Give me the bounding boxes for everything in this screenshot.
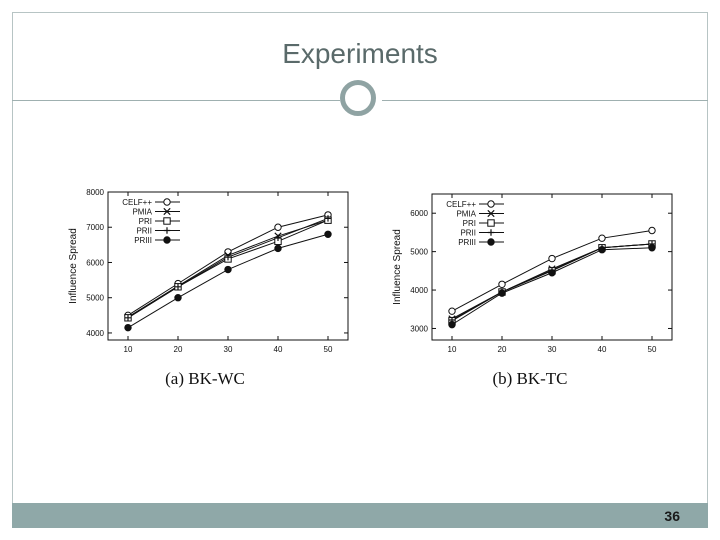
legend-label: PRII [460, 229, 476, 238]
data-point-priii [648, 244, 656, 252]
legend-marker [163, 217, 171, 225]
data-point-celfpp [448, 307, 456, 315]
legend-marker [487, 238, 495, 246]
legend-label: PRI [139, 217, 152, 226]
slide-title: Experiments [282, 38, 438, 69]
divider-ring-icon [340, 80, 376, 116]
page-number: 36 [664, 508, 680, 524]
data-point-priii [498, 289, 506, 297]
x-tick-label: 50 [324, 345, 333, 354]
chart-caption: (a) BK-WC [165, 369, 245, 388]
y-tick-label: 6000 [410, 209, 428, 218]
legend-marker [487, 229, 495, 236]
chart-bk-tc: 3000 4000 5000 6000 10 20 30 40 50 Influence Spre… [392, 193, 673, 388]
legend-label: PRI [463, 219, 476, 228]
footer-bar: 36 [12, 503, 708, 528]
data-point-prii [324, 215, 332, 222]
title-divider-right [382, 100, 708, 101]
legend-label: PRIII [134, 236, 152, 245]
y-tick-label: 8000 [86, 188, 104, 197]
data-point-prii [224, 253, 232, 261]
data-point-priii [224, 265, 232, 274]
y-tick-label: 5000 [86, 294, 104, 303]
legend-label: CELF++ [446, 200, 476, 209]
data-point-celfpp [648, 226, 656, 235]
data-point-priii [548, 269, 556, 277]
x-tick-label: 40 [598, 345, 607, 354]
y-tick-label: 3000 [410, 324, 428, 333]
x-tick-label: 50 [648, 345, 657, 354]
legend-label: PMIA [456, 210, 476, 219]
data-point-priii [174, 294, 182, 302]
data-point-priii [324, 230, 332, 238]
data-point-priii [274, 244, 282, 253]
y-tick-label: 7000 [86, 223, 104, 232]
data-point-prii [174, 283, 182, 290]
legend-marker [163, 236, 171, 244]
data-point-celfpp [548, 254, 556, 263]
x-tick-label: 10 [448, 345, 457, 354]
x-tick-label: 30 [548, 345, 557, 354]
chart-bk-wc: 4000 5000 6000 7000 8000 10 20 30 40 50 Influence … [68, 188, 349, 388]
x-tick-label: 30 [224, 345, 233, 354]
legend-label: PMIA [132, 208, 152, 217]
data-point-celfpp [498, 280, 506, 288]
x-tick-label: 20 [174, 345, 183, 354]
legend-marker [487, 219, 495, 227]
legend-marker [487, 200, 495, 208]
legend-marker [163, 198, 171, 206]
data-point-priii [124, 323, 132, 332]
x-tick-label: 20 [498, 345, 507, 354]
y-axis-label: Influence Spread [392, 229, 403, 305]
data-point-prii [274, 234, 282, 242]
data-point-prii [124, 314, 132, 321]
legend-marker [163, 207, 171, 216]
y-axis-label: Influence Spread [68, 228, 79, 304]
legend-marker [163, 227, 171, 234]
legend-marker [487, 209, 495, 218]
data-point-celfpp [274, 223, 282, 231]
y-tick-label: 5000 [410, 248, 428, 257]
x-tick-label: 40 [274, 345, 283, 354]
title-divider-left [12, 100, 340, 101]
x-tick-label: 10 [124, 345, 133, 354]
legend-label: PRIII [458, 238, 476, 247]
y-tick-label: 6000 [86, 258, 104, 267]
y-tick-label: 4000 [410, 286, 428, 295]
legend-label: PRII [136, 227, 152, 236]
data-point-priii [448, 320, 456, 329]
data-point-celfpp [598, 234, 606, 242]
y-tick-label: 4000 [86, 329, 104, 338]
legend-label: CELF++ [122, 198, 152, 207]
chart-caption: (b) BK-TC [492, 369, 567, 388]
data-point-priii [598, 246, 606, 254]
